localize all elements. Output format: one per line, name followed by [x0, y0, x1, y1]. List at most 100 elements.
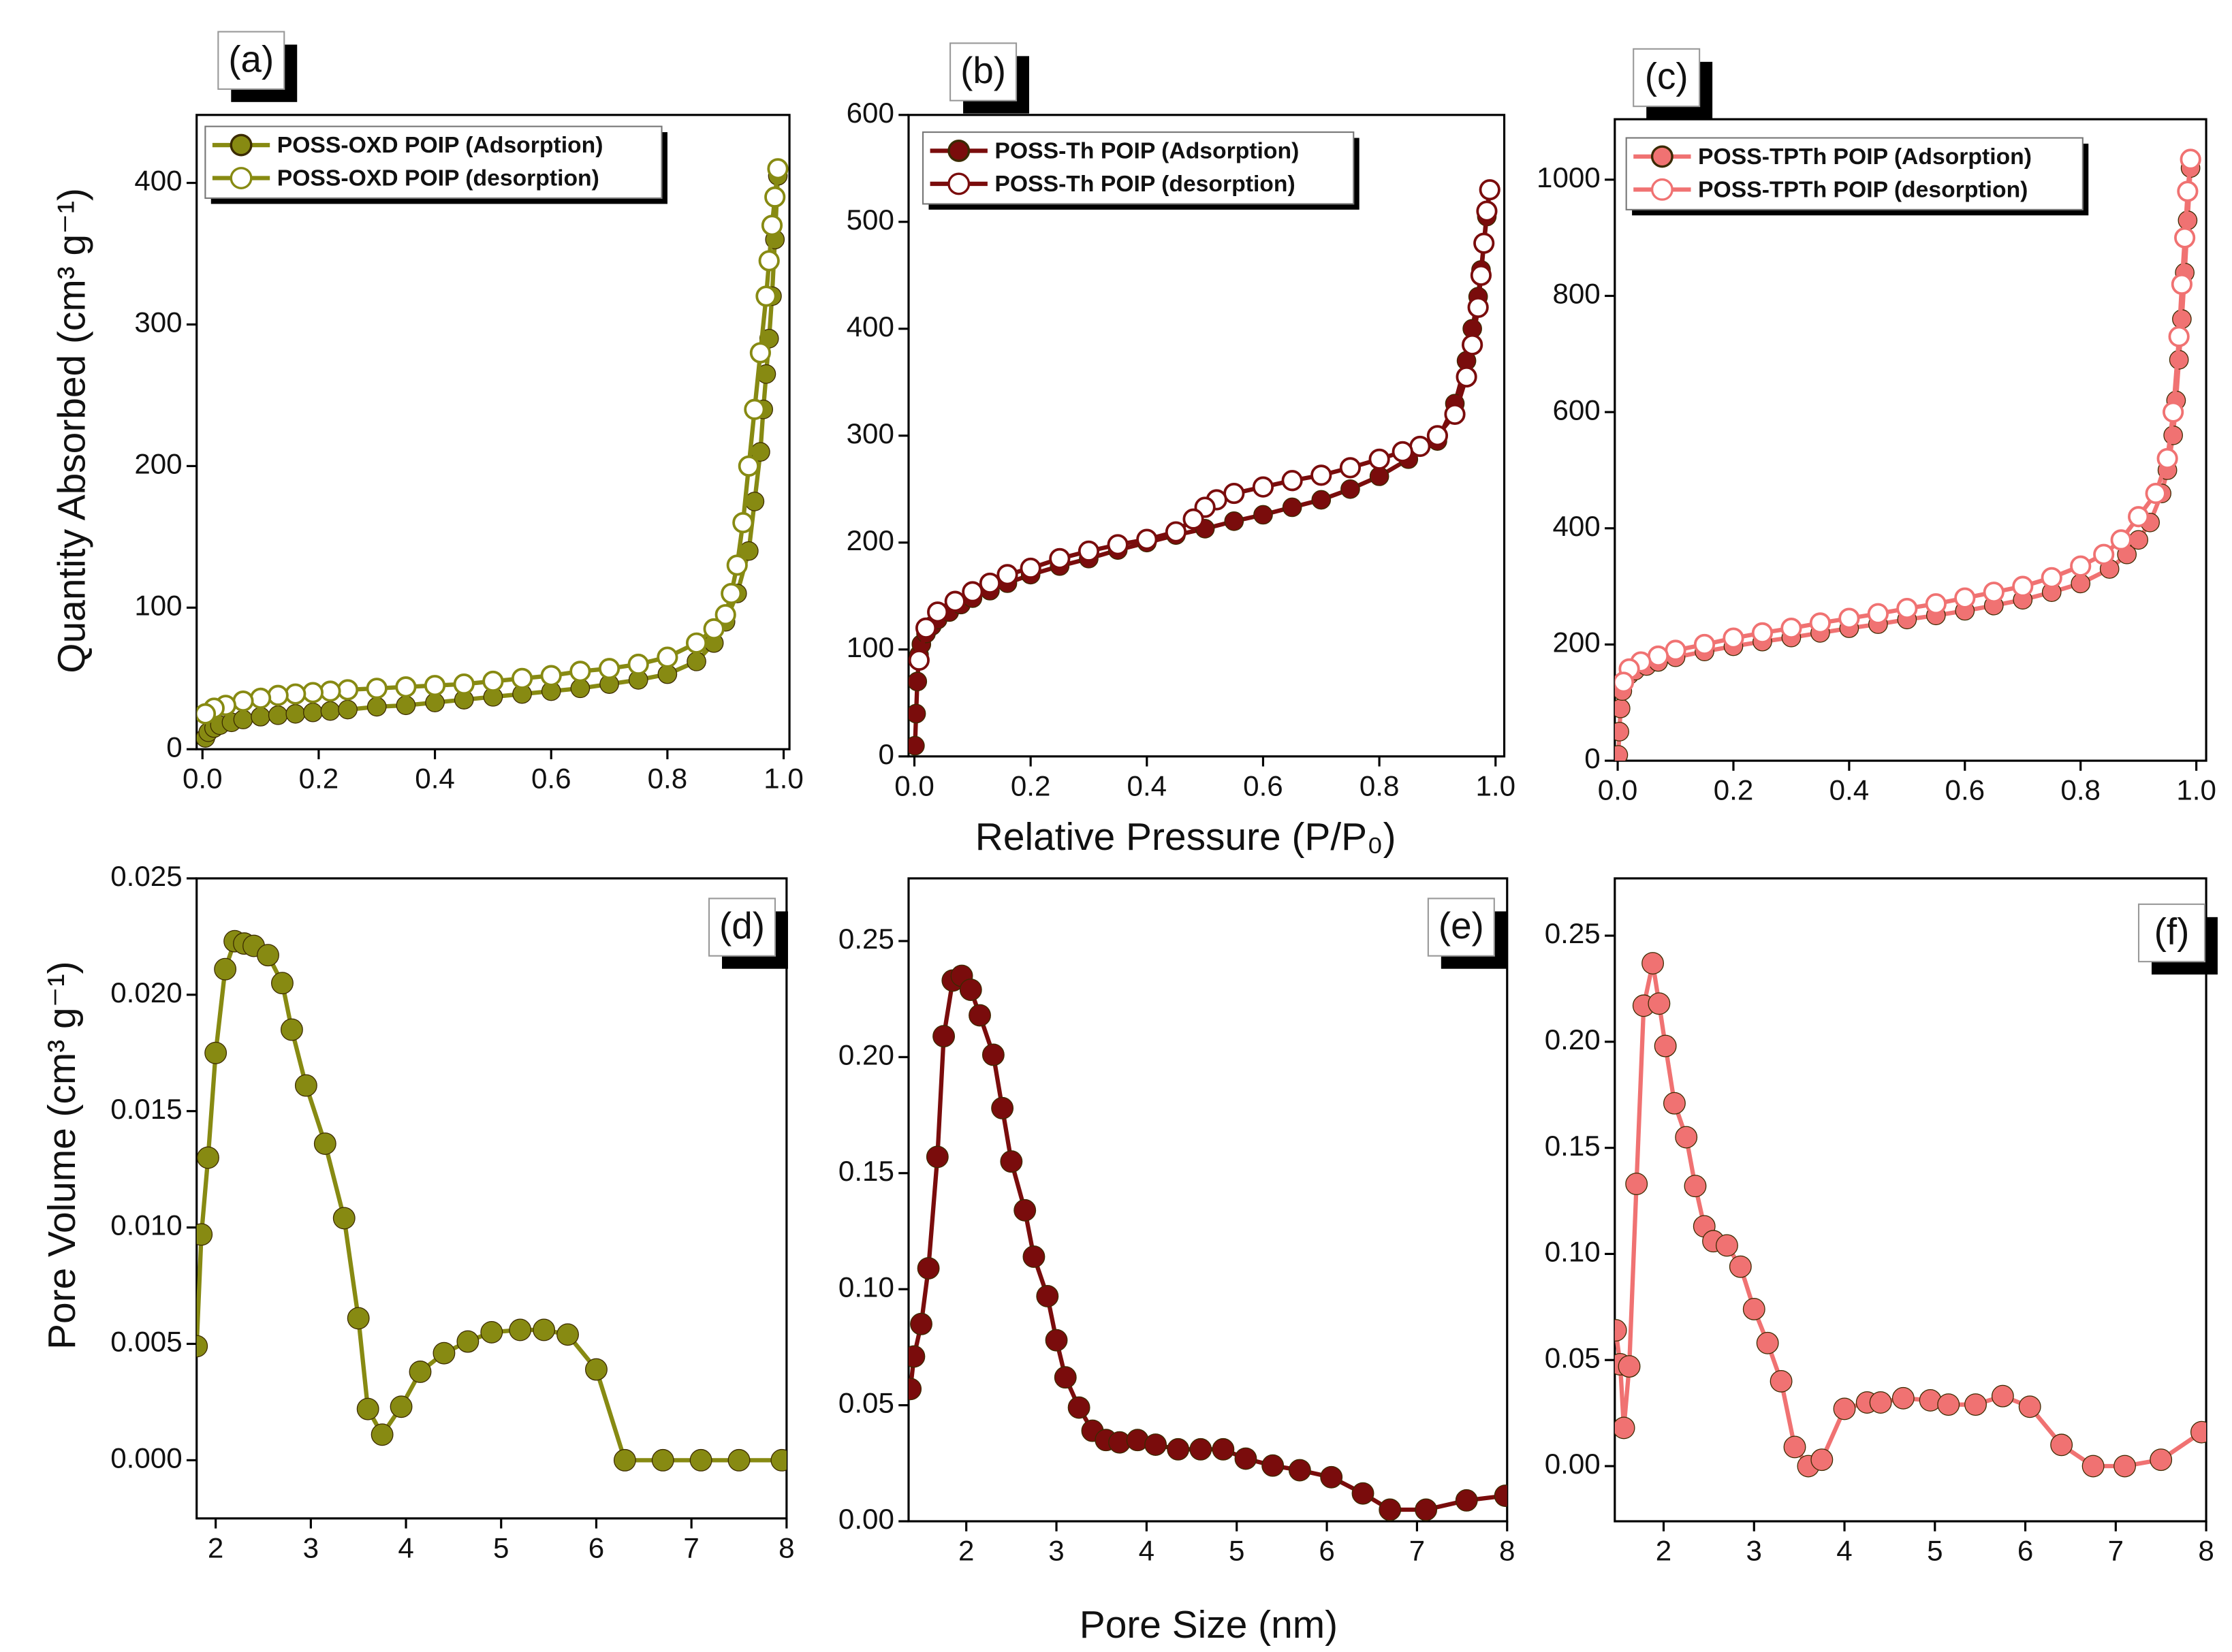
y-tick-label: 300 — [134, 306, 182, 338]
data-point — [1770, 1369, 1793, 1393]
data-point — [1167, 1437, 1190, 1461]
x-tick-label: 7 — [683, 1531, 699, 1563]
y-tick-label: 0.025 — [110, 860, 182, 892]
data-point — [271, 972, 294, 995]
data-point — [433, 1341, 456, 1365]
x-tick-label: 8 — [2198, 1535, 2214, 1567]
x-tick-label: 5 — [1229, 1535, 1244, 1567]
y-tick-label: 500 — [847, 204, 894, 236]
panel-label: (c) — [1645, 55, 1688, 97]
plot-area — [196, 930, 787, 1472]
data-point — [1476, 200, 1498, 222]
data-point — [2050, 1433, 2073, 1457]
data-point — [1473, 232, 1495, 254]
data-point — [366, 678, 388, 699]
x-tick-label: 1.0 — [1475, 769, 1515, 801]
data-point — [204, 1041, 227, 1064]
data-point — [1470, 264, 1492, 286]
data-point — [1252, 476, 1274, 498]
data-point — [251, 707, 270, 727]
x-tick-label: 4 — [398, 1531, 413, 1563]
data-point — [910, 1312, 932, 1335]
x-tick-label: 5 — [493, 1531, 509, 1563]
data-point — [332, 1207, 356, 1230]
legend-label: POSS-Th POIP (Adsorption) — [994, 138, 1299, 163]
legend-marker — [1650, 145, 1673, 168]
data-point — [2180, 148, 2201, 170]
data-point — [556, 1323, 579, 1346]
x-tick-label: 0.4 — [415, 763, 455, 795]
data-point — [2190, 1420, 2207, 1444]
data-point — [197, 1146, 219, 1169]
data-point — [979, 572, 1001, 594]
data-point — [1614, 671, 1635, 693]
data-point — [627, 653, 649, 676]
data-point — [1261, 1454, 1285, 1477]
data-point — [1891, 1386, 1915, 1410]
data-point — [908, 735, 925, 756]
data-point — [1937, 1393, 1960, 1416]
data-point — [1810, 1448, 1834, 1472]
data-point — [962, 581, 984, 603]
x-tick-label: 0.0 — [1598, 774, 1638, 806]
data-point — [409, 1361, 432, 1383]
panel-label: (f) — [2154, 910, 2190, 953]
x-tick-label: 4 — [1139, 1535, 1154, 1567]
data-point — [1136, 528, 1158, 550]
data-point — [1648, 992, 1671, 1015]
x-tick-label: 0.6 — [1243, 769, 1283, 801]
x-tick-label: 3 — [1048, 1535, 1064, 1567]
y-tick-label: 0.000 — [110, 1442, 182, 1474]
data-point — [1780, 617, 1802, 639]
y-tick-label: 600 — [847, 97, 894, 129]
data-point — [2163, 401, 2184, 423]
data-point — [1455, 1489, 1478, 1512]
data-point — [981, 1043, 1005, 1066]
data-point — [1614, 722, 1629, 742]
data-point — [1049, 547, 1071, 569]
plot-area — [1614, 148, 2201, 761]
legend-box — [204, 125, 663, 200]
plot-area — [1614, 952, 2207, 1478]
data-point — [2018, 1395, 2041, 1418]
plot-area — [196, 158, 789, 748]
legend-marker — [230, 167, 253, 189]
plot-frame — [1614, 877, 2207, 1523]
data-point — [196, 1335, 208, 1358]
y-tick-label: 0.00 — [1545, 1448, 1601, 1480]
data-point — [1224, 511, 1244, 531]
data-point — [727, 1448, 751, 1472]
data-point — [908, 1378, 922, 1401]
data-point — [453, 673, 475, 695]
data-point — [540, 665, 562, 686]
data-point — [371, 1423, 394, 1446]
legend-box — [922, 131, 1355, 205]
x-tick-label: 0.2 — [1714, 774, 1754, 806]
data-point — [932, 1025, 956, 1048]
data-point — [1182, 508, 1204, 530]
data-point — [585, 1358, 608, 1381]
data-point — [1045, 1329, 1068, 1352]
y-axis-label: Pore Volume (cm³ g⁻¹) — [40, 961, 84, 1349]
data-point — [726, 554, 748, 576]
data-point — [2071, 573, 2091, 594]
plot-area — [908, 964, 1507, 1521]
y-tick-label: 0 — [166, 731, 182, 763]
data-point — [1223, 482, 1245, 505]
panel-label: (a) — [228, 37, 274, 80]
data-point — [366, 697, 387, 717]
data-point — [1107, 534, 1129, 556]
data-point — [908, 703, 926, 724]
plot-frame — [1614, 118, 2207, 762]
data-point — [1409, 435, 1431, 458]
data-point — [908, 671, 928, 692]
y-tick-label: 0.10 — [1545, 1236, 1601, 1268]
data-point — [1165, 521, 1187, 543]
label-box — [2137, 903, 2206, 963]
data-point — [249, 687, 272, 709]
data-point — [480, 1320, 503, 1344]
data-point — [1751, 622, 1774, 644]
data-point — [1067, 1396, 1090, 1419]
data-point — [1479, 179, 1500, 201]
data-point — [926, 1145, 949, 1169]
